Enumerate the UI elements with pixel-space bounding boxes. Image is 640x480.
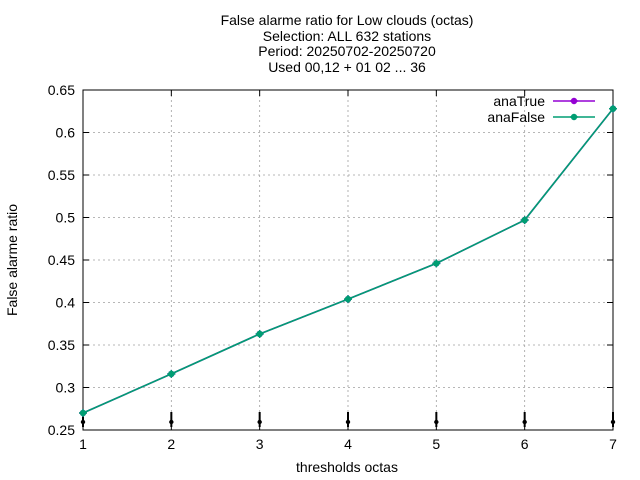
chart-title-line-4: Used 00,12 + 01 02 ... 36 [268, 59, 426, 75]
legend-label-anaFalse: anaFalse [487, 109, 545, 125]
chart-title-line-1: False alarme ratio for Low clouds (octas… [221, 12, 474, 28]
y-tick-label: 0.25 [48, 422, 75, 438]
series-layer [79, 104, 617, 417]
bottom-marker-dot [522, 419, 527, 425]
bottom-markers [80, 412, 616, 427]
axis-ticks: 0.25 0.3 0.35 0.4 0.45 0.5 0.55 0.6 0.65 1 2 3 4 5 6 7 [48, 82, 617, 452]
x-tick-label: 6 [521, 436, 529, 452]
y-tick-label: 0.35 [48, 337, 75, 353]
x-axis-label: thresholds octas [296, 459, 398, 475]
bottom-marker-dot [80, 419, 86, 425]
bottom-marker-dot [610, 419, 616, 425]
y-tick-label: 0.55 [48, 167, 75, 183]
legend-label-anaTrue: anaTrue [493, 93, 545, 109]
y-tick-label: 0.45 [48, 252, 75, 268]
x-tick-label: 5 [432, 436, 440, 452]
y-tick-label: 0.5 [56, 210, 76, 226]
y-tick-label: 0.65 [48, 82, 75, 98]
bottom-marker-dot [434, 419, 439, 425]
x-tick-label: 2 [167, 436, 175, 452]
bottom-marker-dot [345, 419, 351, 425]
x-tick-label: 4 [344, 436, 352, 452]
series-anaFalse [79, 104, 617, 417]
y-tick-label: 0.3 [56, 380, 76, 396]
chart-title-line-3: Period: 20250702-20250720 [258, 43, 436, 59]
y-axis-label: False alarme ratio [4, 204, 20, 316]
chart-title-line-2: Selection: ALL 632 stations [263, 28, 431, 44]
x-tick-label: 3 [256, 436, 264, 452]
y-tick-label: 0.4 [56, 295, 76, 311]
x-tick-label: 1 [79, 436, 87, 452]
x-tick-label: 7 [609, 436, 617, 452]
bottom-marker-dot [257, 419, 262, 425]
bottom-marker-dot [169, 419, 174, 425]
grid [83, 90, 613, 430]
y-tick-label: 0.6 [56, 125, 76, 141]
